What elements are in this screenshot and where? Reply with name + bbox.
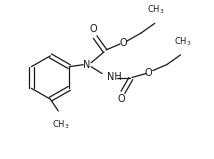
Text: CH$_3$: CH$_3$: [174, 35, 191, 48]
Text: O: O: [89, 24, 97, 34]
Text: O: O: [119, 38, 127, 48]
Text: O: O: [117, 94, 125, 104]
Text: CH$_3$: CH$_3$: [52, 119, 69, 131]
Text: N: N: [83, 60, 91, 70]
Text: NH: NH: [107, 72, 122, 82]
Text: CH$_3$: CH$_3$: [147, 4, 165, 16]
Text: O: O: [145, 68, 153, 78]
